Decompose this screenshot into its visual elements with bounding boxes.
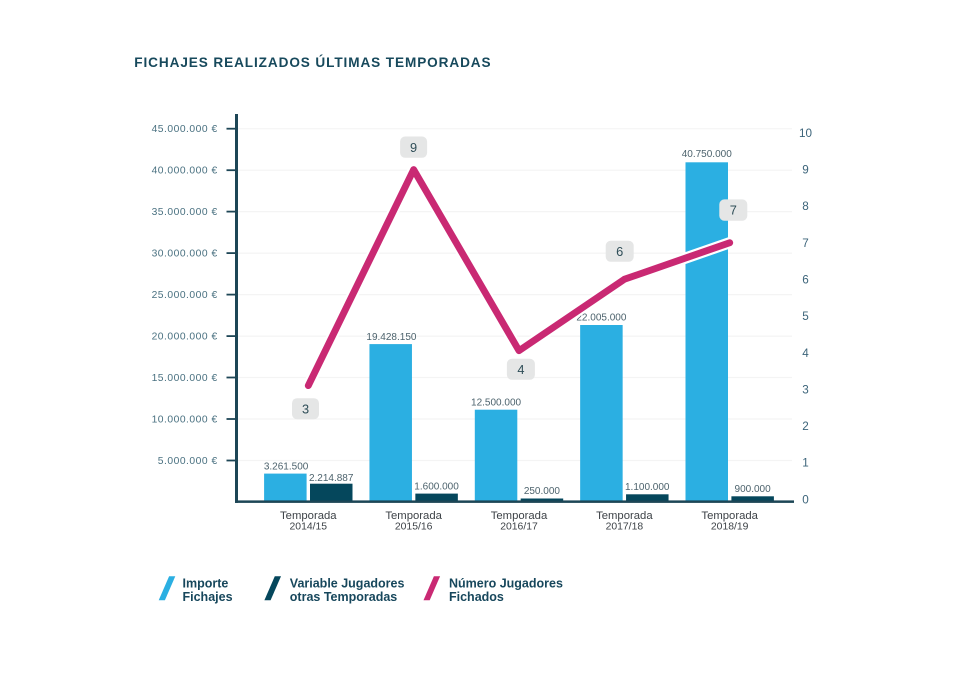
- svg-text:40.750.000: 40.750.000: [682, 149, 732, 160]
- svg-text:2014/15: 2014/15: [290, 522, 328, 533]
- svg-text:Temporada: Temporada: [280, 510, 337, 522]
- svg-text:10.000.000 €: 10.000.000 €: [152, 415, 218, 426]
- svg-text:Temporada: Temporada: [596, 510, 653, 522]
- svg-text:2: 2: [802, 420, 809, 433]
- svg-text:FICHAJES REALIZADOS ÚLTIMAS TE: FICHAJES REALIZADOS ÚLTIMAS TEMPORADAS: [134, 55, 491, 70]
- svg-text:10: 10: [799, 127, 813, 140]
- svg-text:Importe: Importe: [183, 577, 229, 591]
- svg-text:4: 4: [802, 347, 809, 360]
- svg-text:12.500.000: 12.500.000: [471, 397, 521, 408]
- svg-text:19.428.150: 19.428.150: [366, 332, 416, 343]
- svg-text:25.000.000 €: 25.000.000 €: [152, 290, 218, 301]
- svg-text:2016/17: 2016/17: [500, 522, 538, 533]
- svg-text:7: 7: [802, 237, 809, 250]
- svg-text:22.005.000: 22.005.000: [576, 313, 626, 324]
- svg-text:0: 0: [802, 493, 809, 506]
- svg-text:2015/16: 2015/16: [395, 522, 433, 533]
- svg-text:4: 4: [517, 362, 524, 377]
- svg-text:6: 6: [802, 274, 809, 287]
- svg-text:7: 7: [730, 203, 737, 218]
- svg-text:Fichajes: Fichajes: [183, 590, 233, 604]
- svg-text:3: 3: [302, 402, 309, 417]
- svg-text:1.100.000: 1.100.000: [625, 482, 670, 493]
- svg-text:15.000.000 €: 15.000.000 €: [152, 373, 218, 384]
- svg-text:5.000.000 €: 5.000.000 €: [158, 456, 218, 467]
- svg-text:6: 6: [616, 244, 623, 259]
- svg-text:otras Temporadas: otras Temporadas: [290, 590, 397, 604]
- svg-text:2017/18: 2017/18: [606, 522, 644, 533]
- svg-text:2.214.887: 2.214.887: [309, 473, 354, 484]
- svg-text:Variable Jugadores: Variable Jugadores: [290, 577, 405, 591]
- svg-text:8: 8: [802, 200, 809, 213]
- svg-text:30.000.000 €: 30.000.000 €: [152, 249, 218, 260]
- svg-text:Número Jugadores: Número Jugadores: [449, 577, 563, 591]
- svg-text:40.000.000 €: 40.000.000 €: [152, 166, 218, 177]
- svg-text:45.000.000 €: 45.000.000 €: [152, 124, 218, 135]
- svg-text:Temporada: Temporada: [385, 510, 442, 522]
- svg-text:35.000.000 €: 35.000.000 €: [152, 207, 218, 218]
- svg-text:9: 9: [410, 140, 417, 155]
- svg-text:3.261.500: 3.261.500: [264, 461, 309, 472]
- svg-text:Fichados: Fichados: [449, 590, 504, 604]
- svg-text:2018/19: 2018/19: [711, 522, 749, 533]
- svg-text:1.600.000: 1.600.000: [414, 481, 459, 492]
- svg-text:9: 9: [802, 164, 809, 177]
- svg-text:1: 1: [802, 457, 809, 470]
- svg-text:Temporada: Temporada: [491, 510, 548, 522]
- svg-text:3: 3: [802, 383, 809, 396]
- svg-text:20.000.000 €: 20.000.000 €: [152, 332, 218, 343]
- svg-text:250.000: 250.000: [524, 486, 561, 497]
- svg-text:Temporada: Temporada: [701, 510, 758, 522]
- svg-text:900.000: 900.000: [735, 484, 772, 495]
- svg-text:5: 5: [802, 310, 809, 323]
